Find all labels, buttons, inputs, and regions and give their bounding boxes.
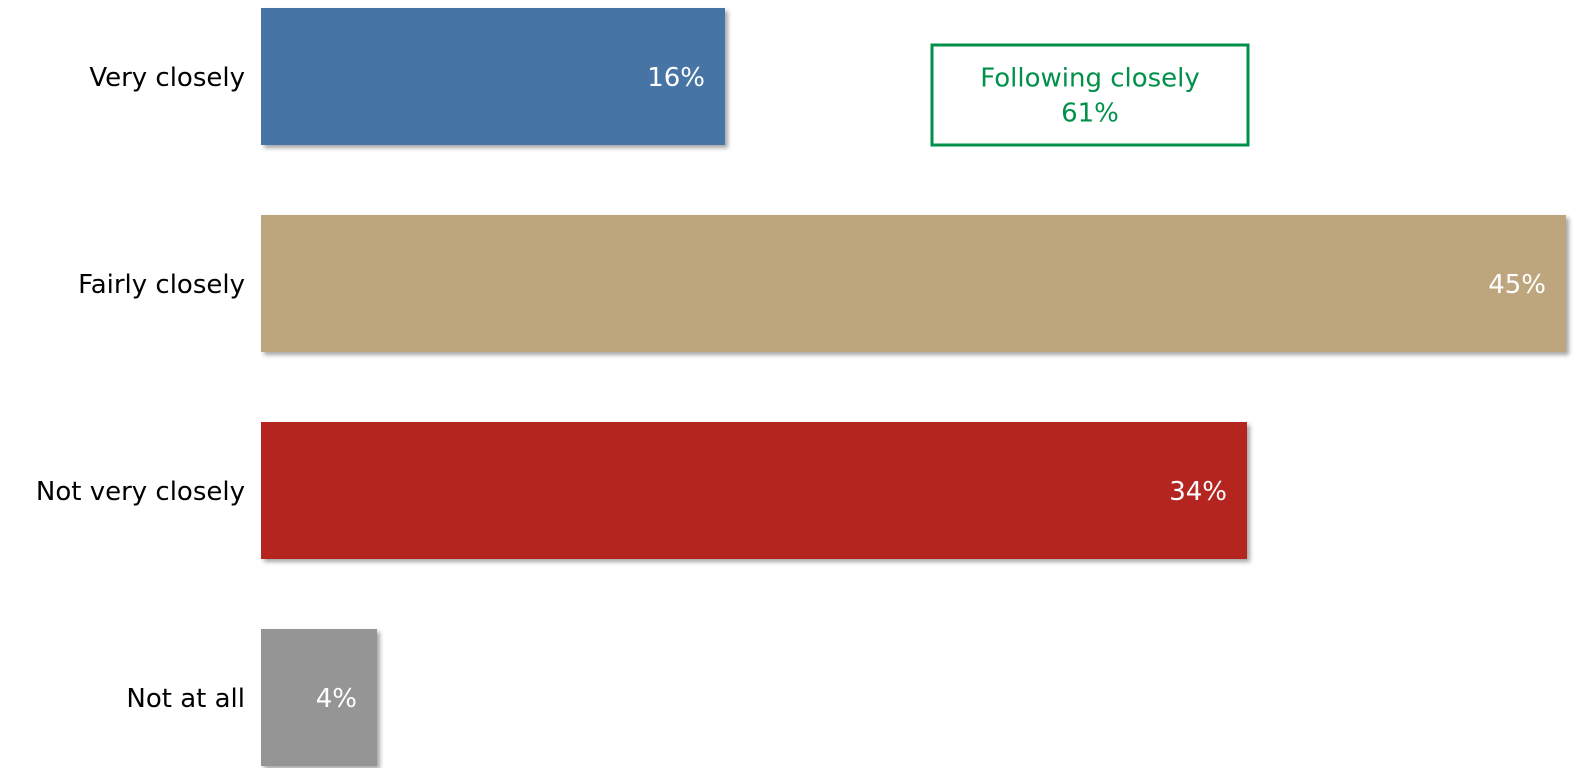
category-label: Very closely <box>89 63 245 93</box>
category-label: Fairly closely <box>78 270 245 300</box>
bar <box>261 629 377 766</box>
annotation: Following closely 61% <box>930 43 1250 147</box>
annotation-text: Following closely <box>980 64 1200 94</box>
category-label: Not at all <box>126 684 245 714</box>
value-label: 45% <box>1488 270 1546 300</box>
value-label: 34% <box>1169 477 1227 507</box>
value-label: 16% <box>647 63 705 93</box>
category-label: Not very closely <box>36 477 245 507</box>
bar <box>261 422 1247 559</box>
bar <box>261 8 725 145</box>
value-label: 4% <box>316 684 357 714</box>
annotation-text: 61% <box>1061 99 1119 129</box>
annotation-box <box>930 43 1250 147</box>
bar <box>261 215 1566 352</box>
